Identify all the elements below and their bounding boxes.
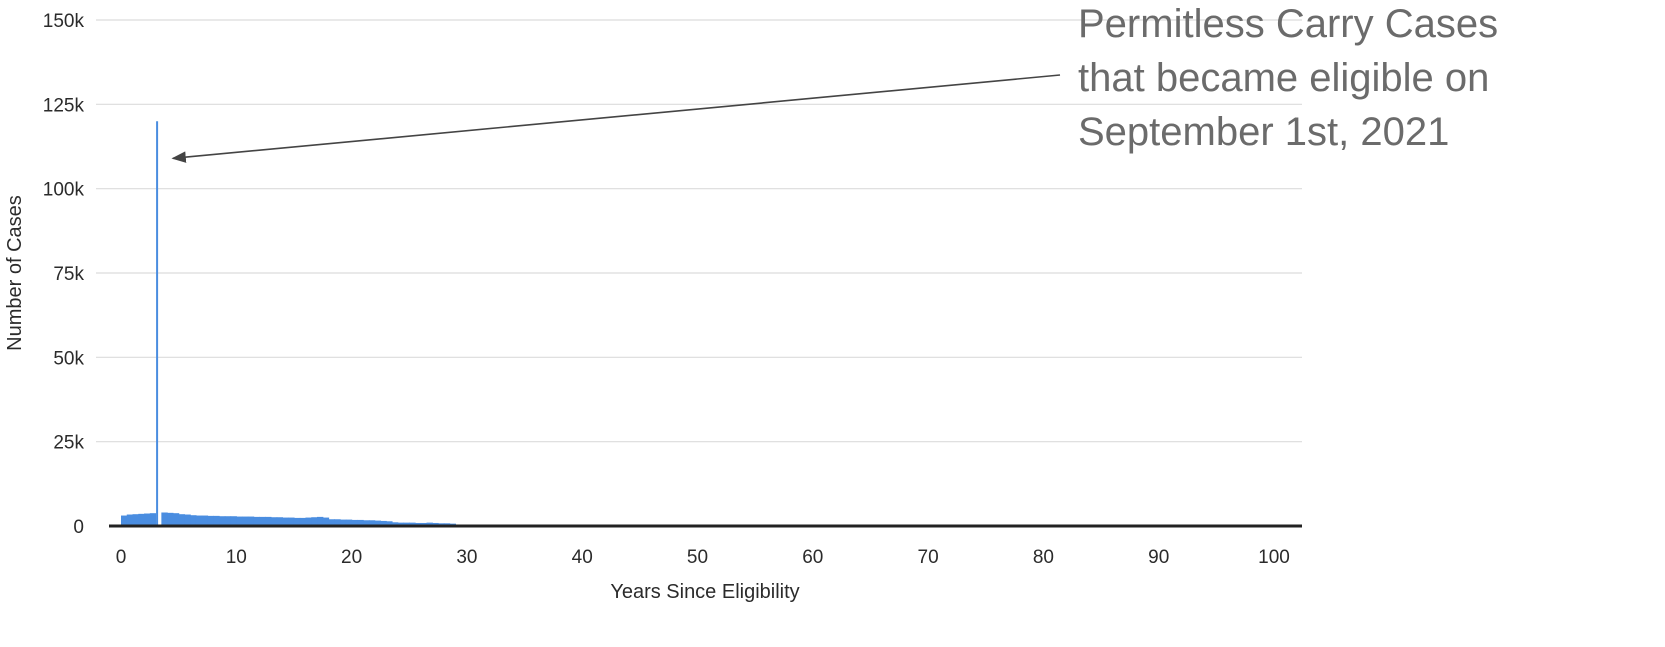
histogram-bar <box>293 517 301 526</box>
histogram-bar <box>207 515 214 526</box>
histogram-bar <box>259 516 266 526</box>
histogram-bar <box>282 517 289 526</box>
histogram-bar <box>374 520 382 526</box>
y-tick-label: 100k <box>43 180 85 201</box>
histogram-bar <box>328 519 335 526</box>
histogram-bar <box>161 512 168 526</box>
histogram-bar <box>224 516 232 526</box>
histogram-bar <box>415 522 422 526</box>
histogram-bar <box>236 516 243 526</box>
histogram-bar <box>270 517 278 526</box>
y-tick-label: 75k <box>53 264 84 285</box>
x-tick-label: 70 <box>918 547 939 568</box>
histogram-bar <box>386 521 393 526</box>
x-tick-label: 80 <box>1033 547 1054 568</box>
histogram-bar <box>363 520 370 526</box>
histogram-bar <box>288 517 295 526</box>
histogram-bar <box>201 515 209 526</box>
histogram-bar <box>178 514 186 526</box>
histogram-bar <box>247 516 255 526</box>
annotation-line-1: Permitless Carry Cases <box>1078 2 1498 46</box>
x-tick-label: 0 <box>116 547 127 568</box>
annotation-arrow <box>171 74 1061 163</box>
x-axis-title: Years Since Eligibility <box>610 581 799 603</box>
histogram-bar <box>334 519 341 526</box>
y-axis-tick-labels: 0 25k 50k 75k 100k 125k 150k <box>43 11 85 538</box>
y-axis-title: Number of Cases <box>4 195 26 351</box>
histogram-bar <box>340 519 347 526</box>
histogram-bar <box>317 516 324 526</box>
histogram-bar <box>305 517 312 526</box>
x-tick-label: 60 <box>802 547 823 568</box>
x-tick-label: 50 <box>687 547 708 568</box>
histogram-bar <box>184 514 191 526</box>
annotation-line-2: that became eligible on <box>1078 56 1489 100</box>
histogram-bar <box>403 522 410 526</box>
histogram-bar <box>322 517 330 526</box>
y-tick-label: 0 <box>73 517 84 538</box>
histogram-bar <box>345 519 353 526</box>
histogram-bar <box>172 513 180 526</box>
histogram-bars <box>121 512 456 526</box>
x-tick-label: 100 <box>1258 547 1290 568</box>
histogram-bar <box>253 516 260 526</box>
histogram-bar <box>311 517 318 526</box>
histogram-bar <box>132 514 139 526</box>
y-tick-label: 25k <box>53 433 84 454</box>
histogram-bar <box>219 516 226 526</box>
histogram-bar <box>420 522 428 526</box>
histogram-bar <box>357 519 364 526</box>
histogram-bar <box>167 512 174 526</box>
histogram-bar <box>426 522 433 526</box>
y-tick-label: 150k <box>43 11 85 32</box>
histogram-bar <box>397 522 405 526</box>
histogram-bar <box>213 515 220 526</box>
x-tick-label: 10 <box>226 547 247 568</box>
annotation-text: Permitless Carry Cases that became eligi… <box>1078 2 1498 154</box>
histogram-bar <box>432 522 439 526</box>
x-tick-label: 30 <box>456 547 477 568</box>
gridlines <box>96 19 1302 443</box>
y-tick-label: 125k <box>43 95 85 116</box>
histogram-bar <box>368 520 376 526</box>
histogram-bar <box>144 513 151 526</box>
histogram-bar <box>276 517 284 526</box>
histogram-bar <box>409 522 416 526</box>
histogram-bar <box>351 519 358 526</box>
histogram-bar <box>230 516 237 526</box>
histogram-bar <box>265 516 272 526</box>
histogram-bar <box>149 513 157 526</box>
histogram-bar <box>126 514 134 526</box>
x-tick-label: 90 <box>1148 547 1169 568</box>
histogram-bar <box>242 516 249 526</box>
x-tick-label: 40 <box>572 547 593 568</box>
annotation-line-3: September 1st, 2021 <box>1078 110 1449 154</box>
histogram-bar <box>121 515 128 526</box>
histogram-bar <box>138 513 145 526</box>
histogram-bar <box>380 520 387 526</box>
histogram-bar <box>299 517 307 526</box>
x-tick-label: 20 <box>341 547 362 568</box>
histogram-bar <box>391 522 399 526</box>
x-axis-tick-labels: 0 10 20 30 40 50 60 70 80 90 100 <box>116 547 1290 568</box>
histogram-bar <box>195 515 203 526</box>
y-tick-label: 50k <box>53 348 84 369</box>
histogram-bar <box>190 515 197 526</box>
